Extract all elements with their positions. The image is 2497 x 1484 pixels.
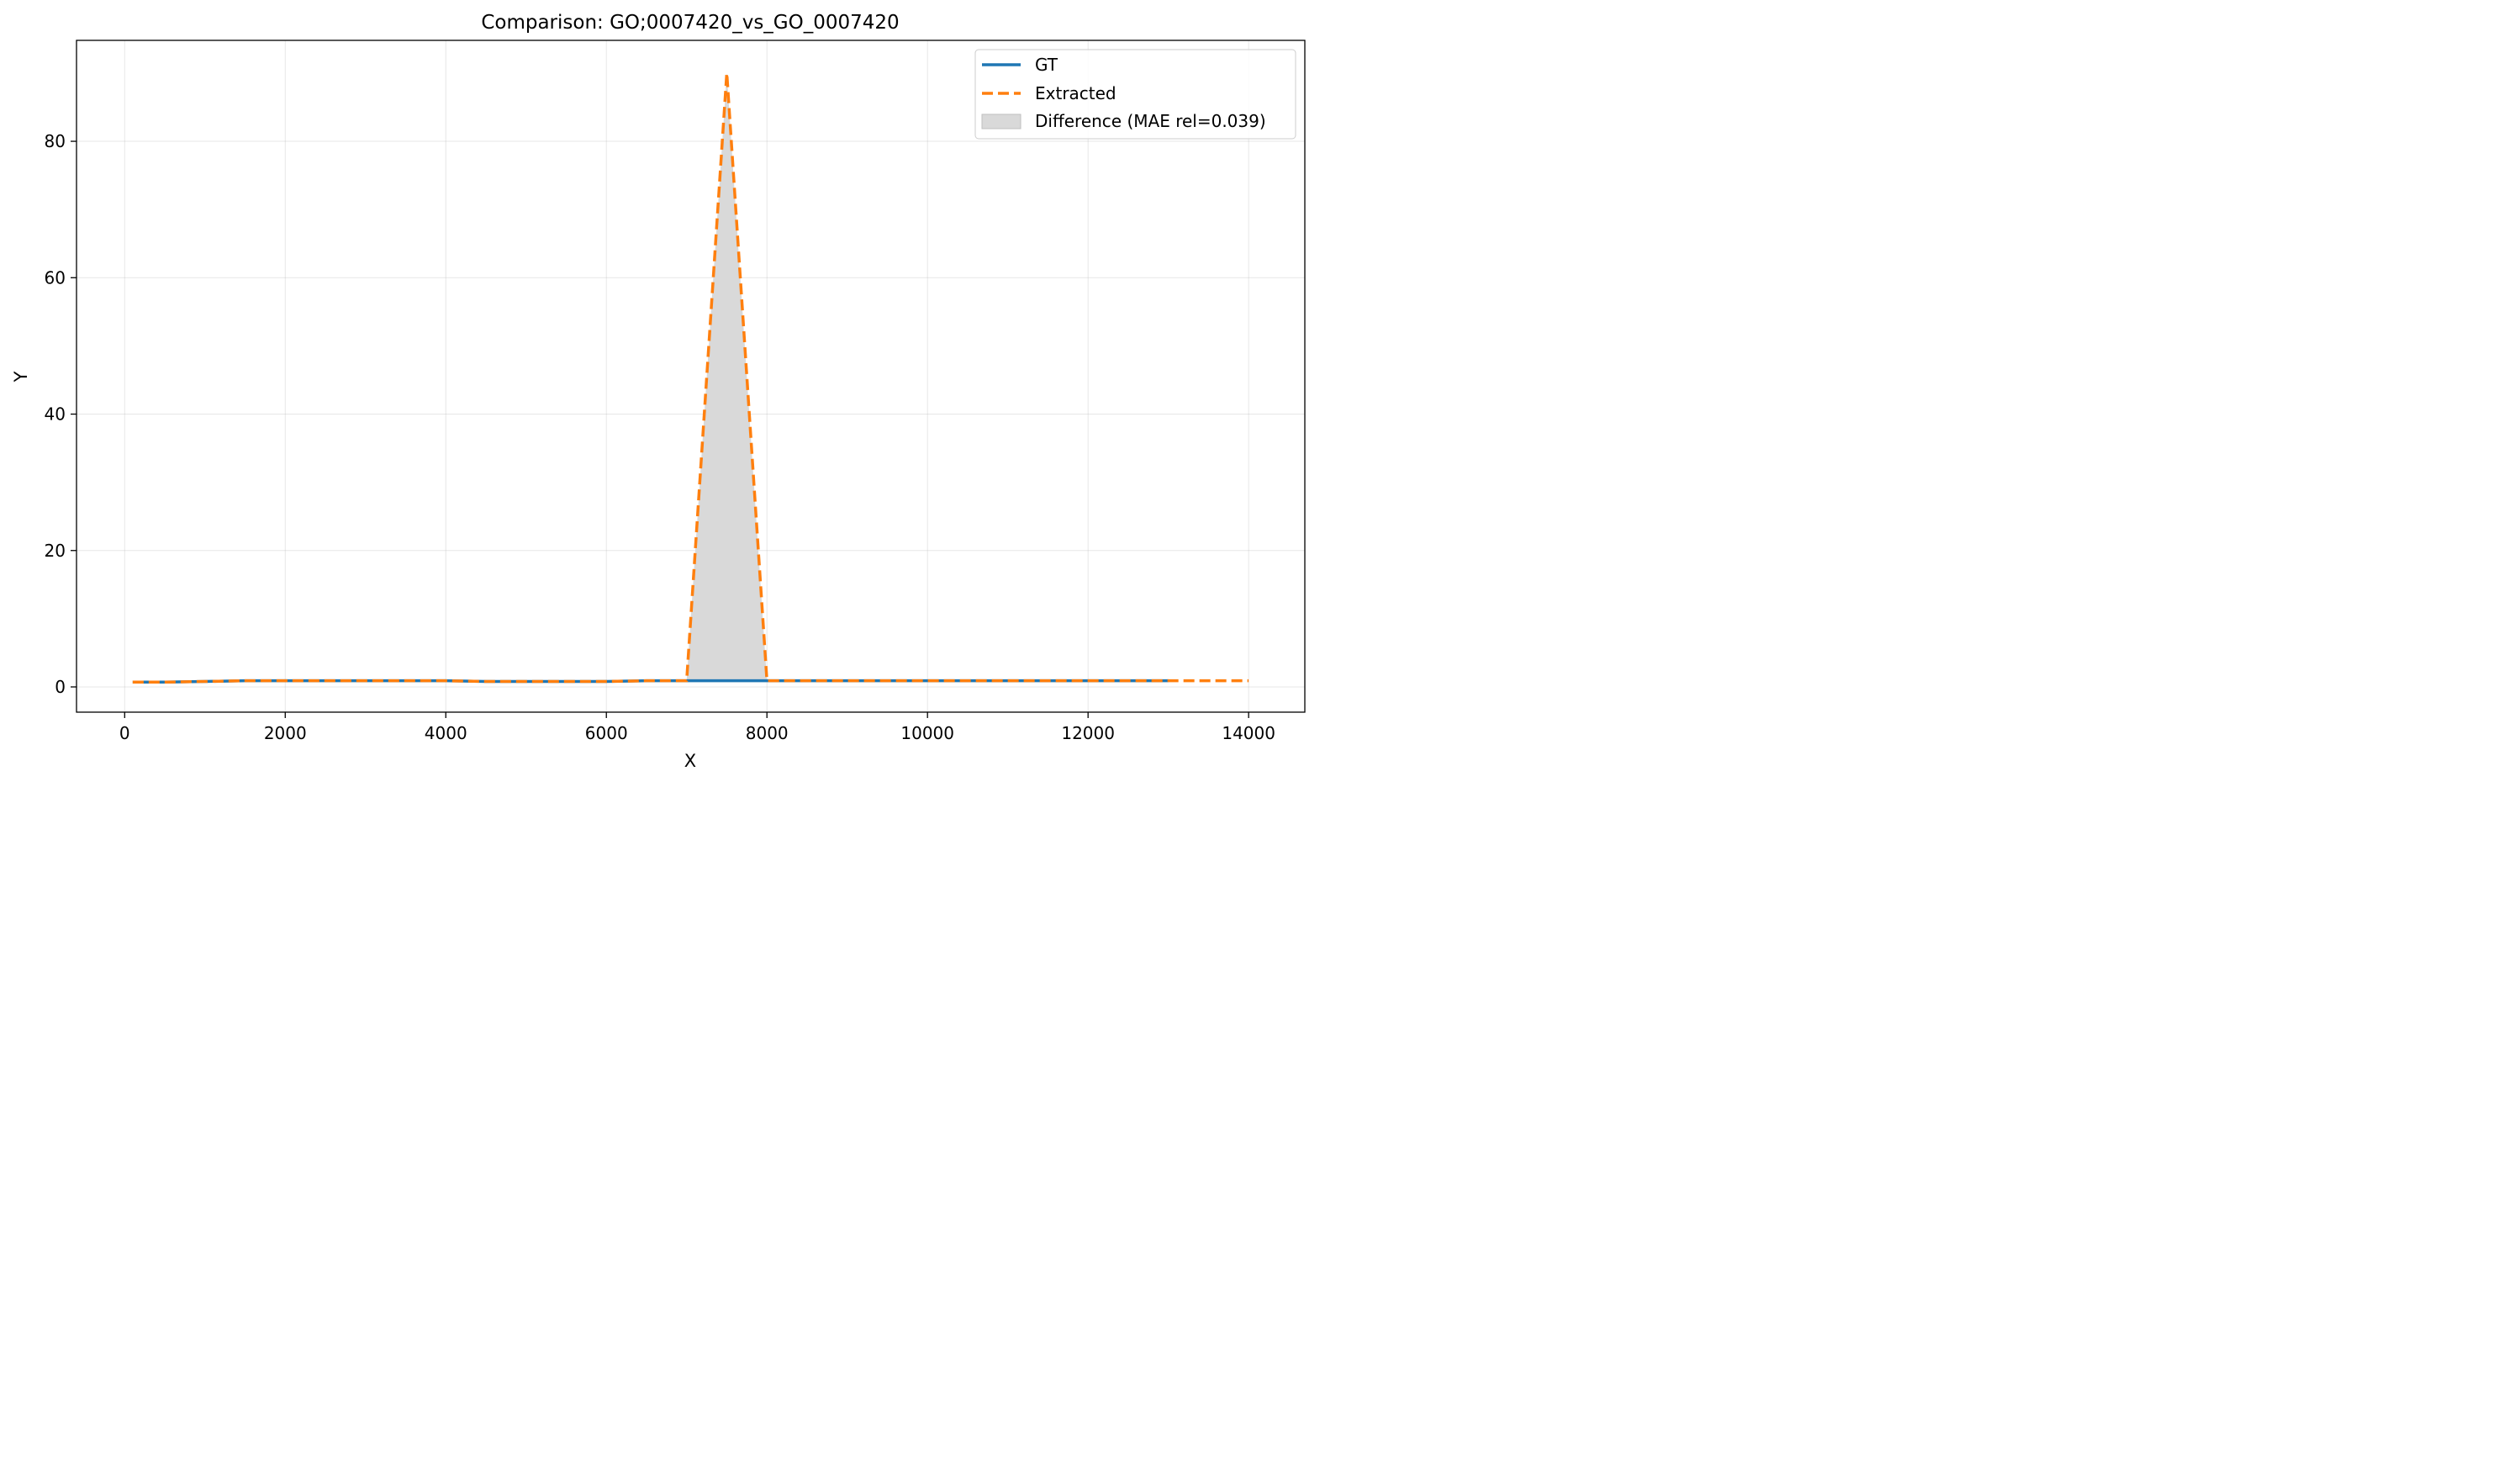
legend: GT Extracted Difference (MAE rel=0.039) — [974, 49, 1296, 140]
x-tick-label: 14000 — [1222, 723, 1275, 743]
axis-ticks: 0 2000 4000 6000 8000 10000 12000 14000 0 20 40 60 8… — [45, 131, 1275, 743]
chart-canvas: Comparison: GO;0007420_vs_GO_0007420 0 20… — [11, 12, 1306, 771]
x-tick-label: 4000 — [425, 723, 467, 743]
chart-title: Comparison: GO;0007420_vs_GO_0007420 — [481, 12, 899, 34]
series-lines — [132, 71, 1249, 684]
y-tick-label: 0 — [55, 677, 66, 697]
x-tick-label: 0 — [119, 723, 130, 743]
y-axis-label: Y — [11, 371, 31, 383]
y-tick-label: 80 — [45, 131, 66, 151]
x-tick-label: 10000 — [900, 723, 954, 743]
y-tick-label: 40 — [45, 404, 66, 425]
x-tick-label: 8000 — [746, 723, 789, 743]
x-tick-label: 2000 — [264, 723, 307, 743]
difference-fill — [132, 72, 1169, 683]
legend-swatch-difference — [981, 114, 1022, 129]
x-tick-label: 6000 — [585, 723, 628, 743]
plot-area-frame — [76, 40, 1306, 713]
legend-box — [974, 49, 1296, 140]
x-tick-label: 12000 — [1061, 723, 1115, 743]
legend-label-extracted: Extracted — [1035, 83, 1117, 103]
legend-label-gt: GT — [1035, 55, 1058, 75]
y-tick-label: 60 — [45, 267, 66, 288]
y-tick-label: 20 — [45, 541, 66, 561]
x-axis-label: X — [684, 751, 696, 771]
legend-label-difference: Difference (MAE rel=0.039) — [1035, 111, 1266, 131]
series-line-extracted — [132, 71, 1249, 684]
grid — [77, 40, 1305, 712]
difference-fill-layer — [132, 72, 1169, 683]
